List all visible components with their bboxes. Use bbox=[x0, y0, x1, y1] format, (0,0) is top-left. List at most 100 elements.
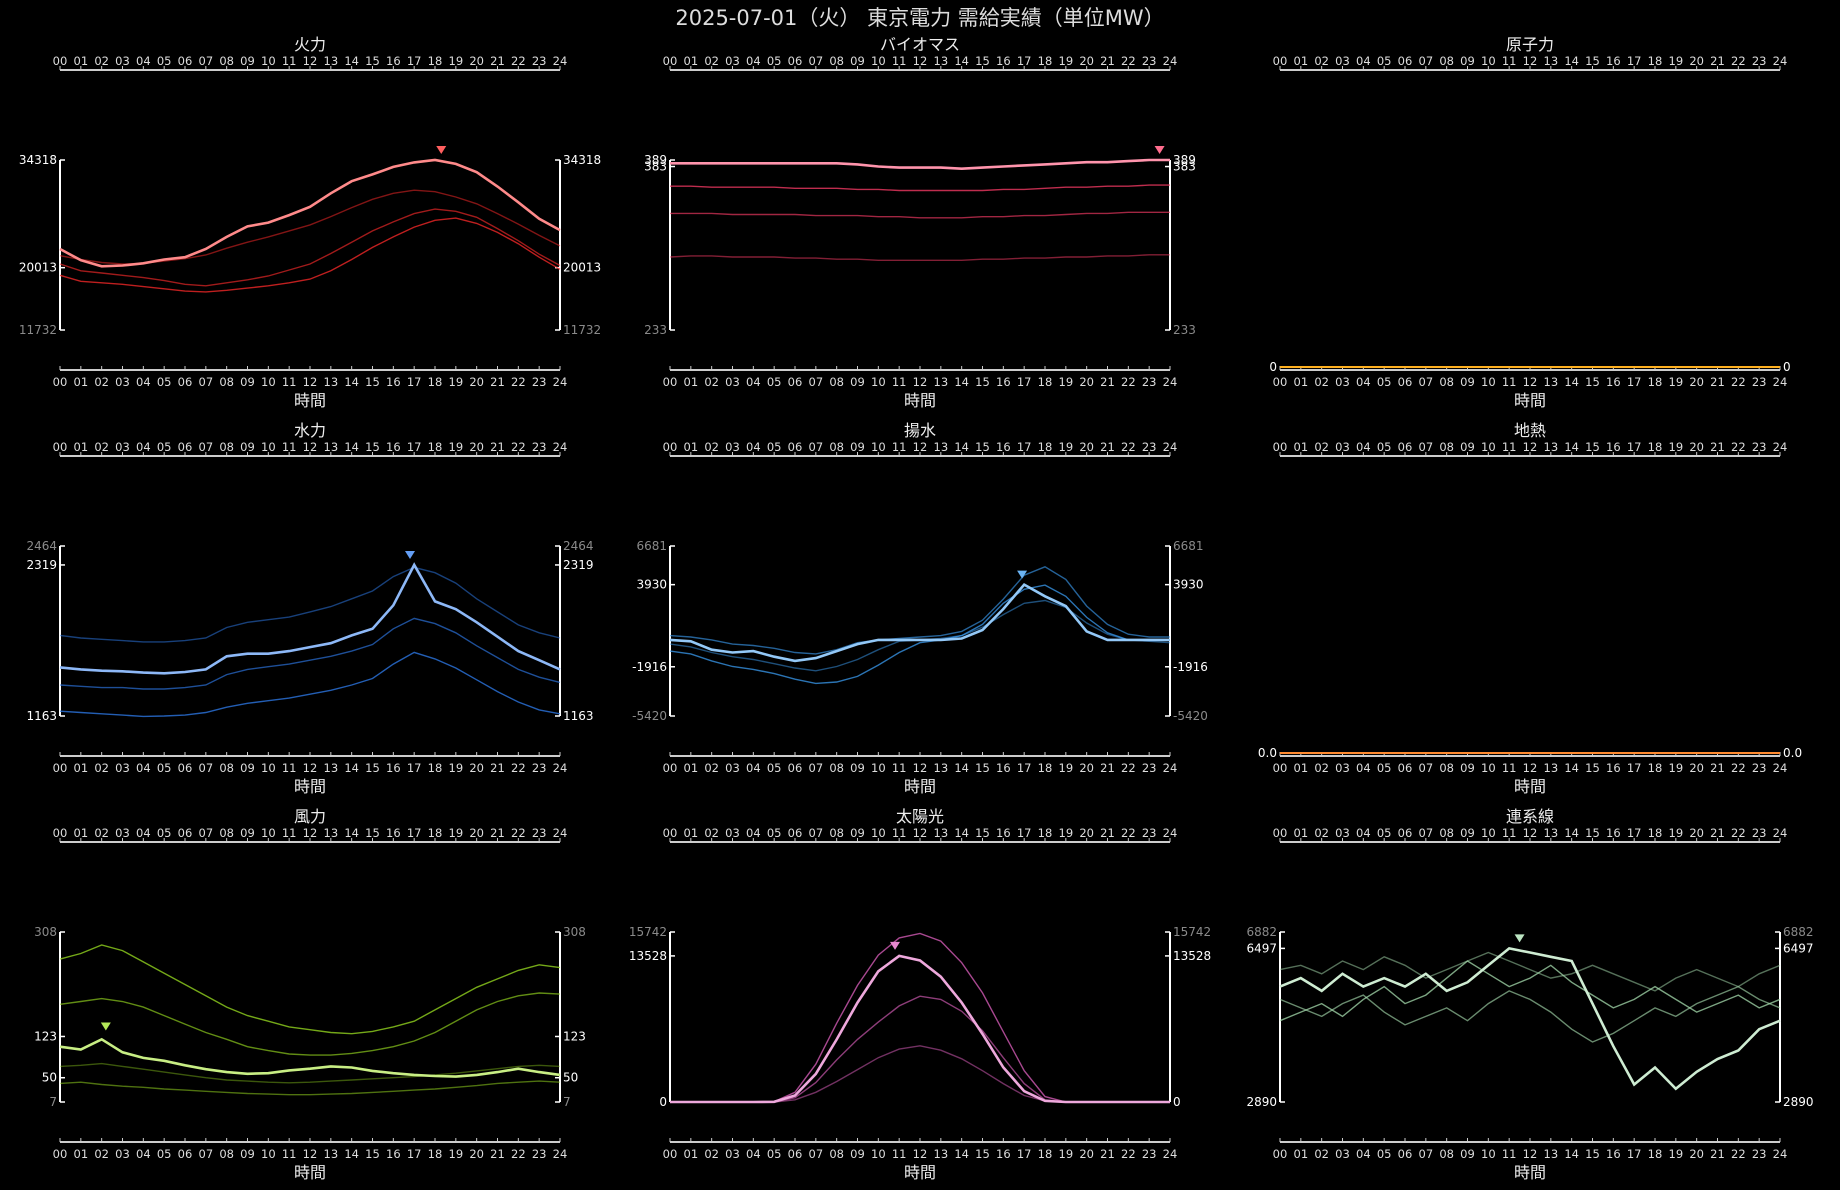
x-tick-label: 01 bbox=[684, 826, 699, 840]
x-tick-label: 00 bbox=[663, 440, 678, 454]
x-tick-label: 13 bbox=[1544, 440, 1559, 454]
x-tick-label: 17 bbox=[1017, 440, 1032, 454]
x-tick-label: 08 bbox=[219, 761, 234, 775]
x-tick-label: 15 bbox=[1585, 54, 1600, 68]
x-tick-label: 11 bbox=[892, 761, 907, 775]
x-tick-label: 08 bbox=[829, 375, 844, 389]
x-tick-label: 21 bbox=[1100, 826, 1115, 840]
x-tick-label: 00 bbox=[663, 1147, 678, 1161]
plot-area bbox=[1279, 934, 1781, 1091]
x-tick-label: 02 bbox=[94, 54, 109, 68]
x-tick-label: 05 bbox=[157, 54, 172, 68]
x-tick-label: 24 bbox=[1163, 440, 1178, 454]
x-tick-label: 07 bbox=[1419, 440, 1434, 454]
x-tick-label: 01 bbox=[74, 54, 89, 68]
x-tick-label: 23 bbox=[532, 826, 547, 840]
x-tick-label: 04 bbox=[746, 440, 761, 454]
x-tick-label: 22 bbox=[511, 54, 526, 68]
x-tick-label: 18 bbox=[1648, 826, 1663, 840]
x-tick-label: 17 bbox=[1627, 440, 1642, 454]
x-tick-label: 03 bbox=[115, 54, 130, 68]
plot-area bbox=[669, 146, 1170, 261]
x-tick-label: 11 bbox=[282, 440, 297, 454]
x-tick-label: 01 bbox=[684, 761, 699, 775]
x-tick-label: 06 bbox=[788, 761, 803, 775]
x-tick-label: 14 bbox=[1564, 54, 1579, 68]
y-tick-label: 2890 bbox=[1783, 1095, 1814, 1109]
x-tick-label: 13 bbox=[324, 826, 339, 840]
x-tick-label: 22 bbox=[1121, 1147, 1136, 1161]
x-tick-label: 14 bbox=[954, 761, 969, 775]
x-tick-label: 16 bbox=[1606, 761, 1621, 775]
x-tick-label: 11 bbox=[282, 54, 297, 68]
x-tick-label: 15 bbox=[365, 375, 380, 389]
x-tick-label: 05 bbox=[1377, 761, 1392, 775]
x-tick-label: 07 bbox=[199, 54, 214, 68]
x-tick-label: 12 bbox=[303, 1147, 318, 1161]
x-tick-label: 03 bbox=[1335, 761, 1350, 775]
x-tick-label: 23 bbox=[1752, 761, 1767, 775]
x-tick-label: 11 bbox=[892, 1147, 907, 1161]
x-tick-label: 23 bbox=[532, 440, 547, 454]
x-tick-label: 17 bbox=[407, 1147, 422, 1161]
x-tick-label: 07 bbox=[1419, 826, 1434, 840]
panel-title: 太陽光 bbox=[896, 807, 944, 826]
x-tick-label: 20 bbox=[1689, 1147, 1704, 1161]
x-tick-label: 19 bbox=[1669, 54, 1684, 68]
series-line-past bbox=[59, 617, 561, 690]
x-tick-label: 03 bbox=[1335, 440, 1350, 454]
x-tick-label: 18 bbox=[1648, 440, 1663, 454]
x-tick-label: 17 bbox=[1627, 375, 1642, 389]
x-tick-label: 03 bbox=[115, 440, 130, 454]
x-tick-label: 15 bbox=[1585, 761, 1600, 775]
x-tick-label: 08 bbox=[829, 440, 844, 454]
x-tick-label: 06 bbox=[788, 826, 803, 840]
x-tick-label: 18 bbox=[428, 761, 443, 775]
series-line-current bbox=[1279, 947, 1781, 1091]
x-tick-label: 11 bbox=[1502, 54, 1517, 68]
y-tick-label: 15742 bbox=[629, 925, 667, 939]
x-tick-label: 23 bbox=[1142, 54, 1157, 68]
x-tick-label: 17 bbox=[407, 54, 422, 68]
x-tick-label: 19 bbox=[449, 1147, 464, 1161]
y-tick-label: 50 bbox=[42, 1071, 57, 1085]
x-tick-label: 22 bbox=[1731, 375, 1746, 389]
x-tick-label: 14 bbox=[344, 54, 359, 68]
y-tick-label: 383 bbox=[1173, 160, 1196, 174]
x-tick-label: 24 bbox=[553, 1147, 568, 1161]
x-tick-label: 08 bbox=[219, 54, 234, 68]
x-tick-label: 06 bbox=[788, 375, 803, 389]
x-tick-label: 01 bbox=[684, 1147, 699, 1161]
x-tick-label: 15 bbox=[365, 761, 380, 775]
x-tick-label: 10 bbox=[871, 826, 886, 840]
x-tick-label: 18 bbox=[1038, 54, 1053, 68]
x-tick-label: 10 bbox=[1481, 375, 1496, 389]
x-tick-label: 18 bbox=[428, 440, 443, 454]
x-tick-label: 13 bbox=[324, 54, 339, 68]
x-tick-label: 02 bbox=[704, 1147, 719, 1161]
x-tick-label: 02 bbox=[704, 440, 719, 454]
x-tick-label: 10 bbox=[1481, 826, 1496, 840]
x-tick-label: 00 bbox=[1273, 54, 1288, 68]
x-tick-label: 14 bbox=[344, 440, 359, 454]
y-tick-label: 6681 bbox=[636, 539, 667, 553]
series-line-past bbox=[669, 254, 1170, 261]
y-tick-label: 383 bbox=[644, 160, 667, 174]
y-tick-label: 20013 bbox=[563, 261, 601, 275]
y-tick-label: 34318 bbox=[563, 153, 601, 167]
x-tick-label: 01 bbox=[684, 375, 699, 389]
x-tick-label: 19 bbox=[449, 826, 464, 840]
x-tick-label: 05 bbox=[767, 375, 782, 389]
x-tick-label: 20 bbox=[469, 1147, 484, 1161]
series-line-past bbox=[1279, 960, 1781, 1022]
x-tick-label: 17 bbox=[1017, 761, 1032, 775]
x-tick-label: 04 bbox=[1356, 1147, 1371, 1161]
series-line-past bbox=[669, 584, 1170, 685]
x-tick-label: 24 bbox=[1773, 440, 1788, 454]
series-line-past bbox=[59, 566, 561, 643]
x-tick-label: 17 bbox=[1627, 761, 1642, 775]
x-tick-label: 08 bbox=[1439, 54, 1454, 68]
x-tick-label: 13 bbox=[1544, 826, 1559, 840]
x-tick-label: 10 bbox=[261, 54, 276, 68]
